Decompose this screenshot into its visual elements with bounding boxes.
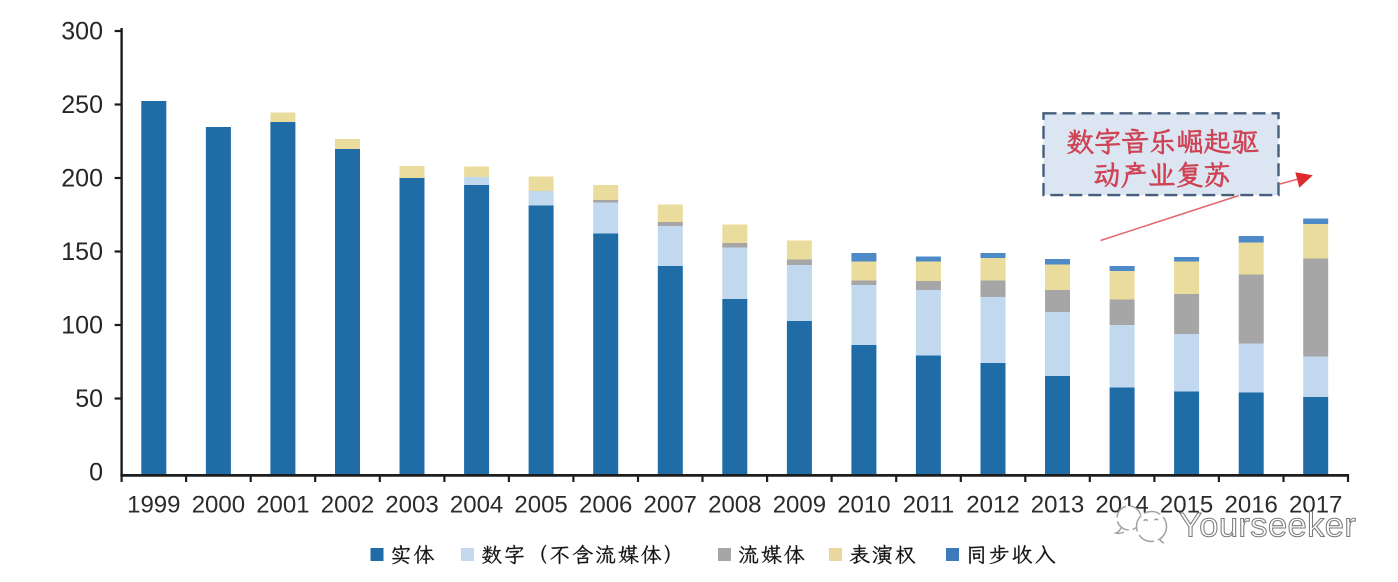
svg-text:2001: 2001 — [256, 492, 309, 519]
svg-text:2003: 2003 — [385, 492, 438, 519]
svg-text:150: 150 — [61, 238, 103, 266]
svg-text:200: 200 — [61, 165, 103, 193]
svg-text:2008: 2008 — [708, 492, 761, 519]
svg-text:100: 100 — [61, 312, 103, 340]
svg-text:2011: 2011 — [903, 492, 955, 519]
svg-text:2015: 2015 — [1160, 492, 1213, 519]
svg-text:50: 50 — [75, 385, 103, 413]
svg-text:2002: 2002 — [321, 492, 374, 519]
svg-text:2010: 2010 — [837, 492, 890, 519]
svg-text:2017: 2017 — [1289, 492, 1342, 519]
svg-text:250: 250 — [61, 91, 103, 119]
svg-text:2007: 2007 — [644, 492, 697, 519]
svg-text:1999: 1999 — [127, 492, 180, 519]
svg-text:0: 0 — [89, 459, 103, 487]
svg-text:300: 300 — [61, 18, 103, 46]
svg-text:Yourseeker: Yourseeker — [1179, 507, 1356, 545]
svg-text:2016: 2016 — [1225, 492, 1278, 519]
svg-text:2009: 2009 — [773, 492, 826, 519]
svg-text:2013: 2013 — [1031, 492, 1084, 519]
svg-text:2012: 2012 — [966, 492, 1019, 519]
svg-text:2000: 2000 — [192, 492, 245, 519]
svg-text:2006: 2006 — [579, 492, 632, 519]
svg-text:2004: 2004 — [450, 492, 503, 519]
svg-text:2005: 2005 — [514, 492, 567, 519]
